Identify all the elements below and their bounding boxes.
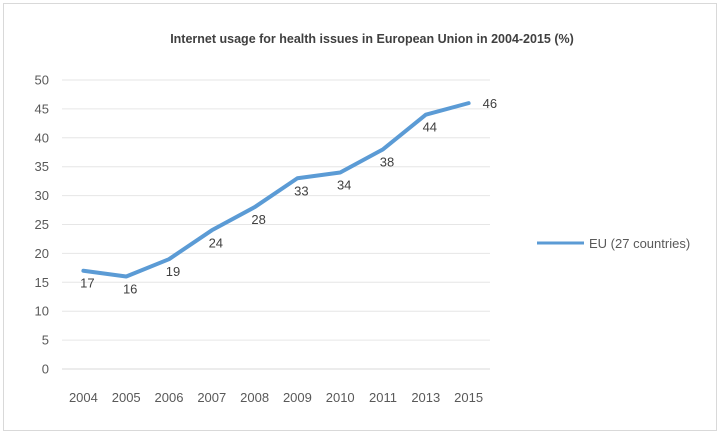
x-tick-label: 2008 (240, 390, 269, 405)
y-tick-label: 25 (35, 217, 49, 232)
data-label: 16 (123, 282, 137, 297)
y-tick-label: 35 (35, 159, 49, 174)
data-label: 33 (294, 183, 308, 198)
x-tick-label: 2004 (69, 390, 98, 405)
y-tick-label: 30 (35, 188, 49, 203)
data-label: 19 (166, 264, 180, 279)
y-tick-label: 20 (35, 246, 49, 261)
x-tick-label: 2013 (411, 390, 440, 405)
data-labels: 17 16 19 24 28 33 34 38 44 46 (80, 96, 497, 296)
y-axis-tick-labels: 0 5 10 15 20 25 30 35 40 45 50 (35, 73, 49, 377)
data-label: 46 (483, 96, 497, 111)
data-label: 44 (423, 120, 437, 135)
data-label: 34 (337, 177, 351, 192)
x-tick-label: 2009 (283, 390, 312, 405)
x-tick-label: 2005 (112, 390, 141, 405)
chart-frame (3, 3, 717, 431)
x-tick-label: 2010 (326, 390, 355, 405)
series-lines (81, 101, 471, 279)
x-tick-label: 2015 (454, 390, 483, 405)
y-tick-label: 10 (35, 304, 49, 319)
y-tick-label: 40 (35, 130, 49, 145)
x-tick-label: 2006 (155, 390, 184, 405)
y-tick-label: 15 (35, 275, 49, 290)
data-label: 17 (80, 276, 94, 291)
y-tick-label: 0 (42, 362, 49, 377)
chart-title: Internet usage for health issues in Euro… (170, 32, 574, 46)
y-tick-label: 45 (35, 101, 49, 116)
y-tick-label: 5 (42, 333, 49, 348)
x-tick-label: 2007 (197, 390, 226, 405)
x-axis-tick-labels: 2004 2005 2006 2007 2008 2009 2010 2011 2013 2015 (69, 390, 483, 405)
gridlines (62, 79, 490, 370)
data-label: 38 (380, 154, 394, 169)
legend-label: EU (27 countries) (589, 236, 690, 251)
legend: EU (27 countries) (537, 236, 690, 251)
data-label: 28 (251, 212, 265, 227)
x-tick-label: 2011 (369, 390, 397, 405)
data-label: 24 (209, 235, 223, 250)
series-line-0 (81, 101, 471, 279)
y-tick-label: 50 (35, 73, 49, 88)
